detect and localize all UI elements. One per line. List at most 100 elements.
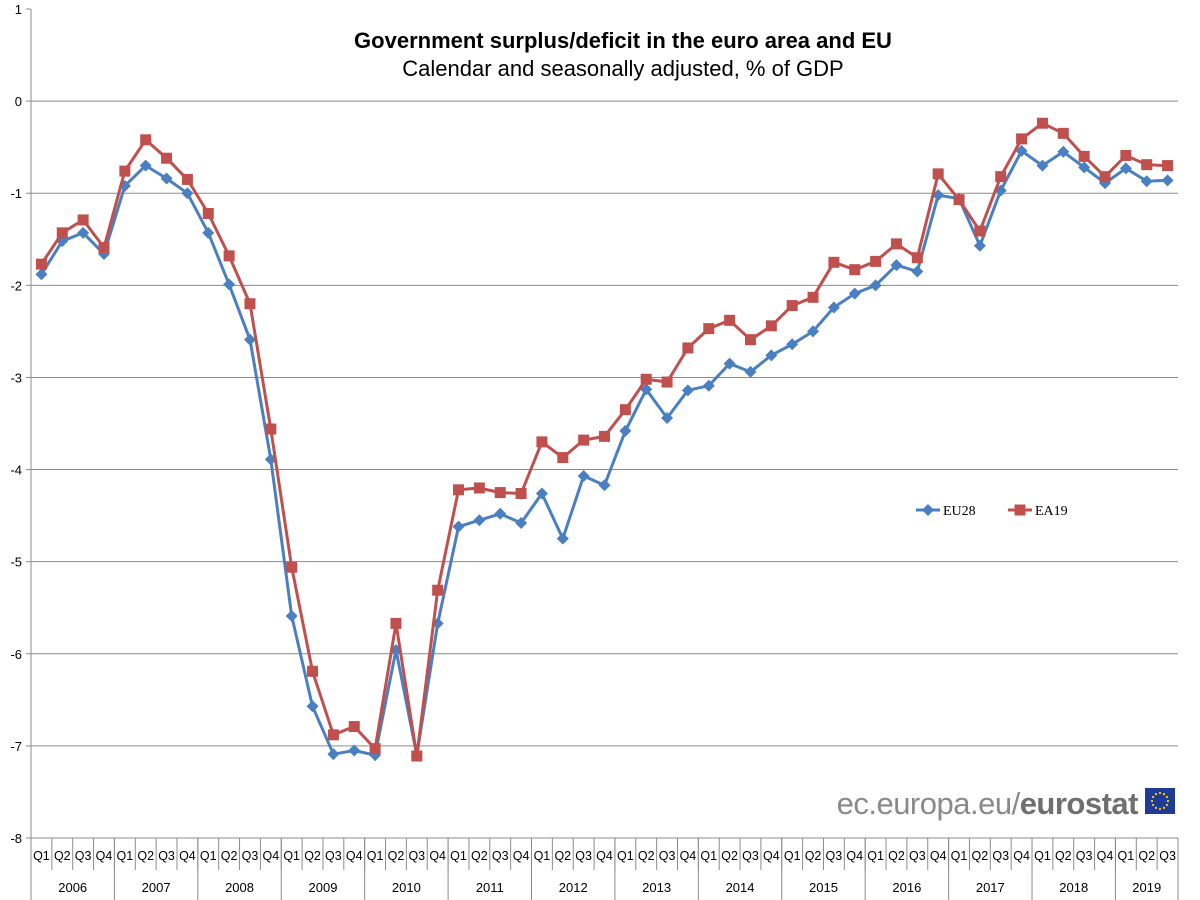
data-point-eu28 (202, 226, 215, 239)
data-point-eu28 (515, 516, 528, 529)
data-point-ea19 (974, 225, 986, 237)
data-point-eu28 (473, 514, 486, 527)
data-point-ea19 (578, 434, 590, 446)
series-line-eu28 (40, 149, 1168, 757)
data-point-ea19 (911, 252, 923, 264)
data-point-ea19 (1078, 150, 1090, 162)
x-tick-label: Q4 (596, 849, 613, 863)
data-point-ea19 (870, 255, 882, 267)
data-point-eu28 (1057, 145, 1070, 158)
data-point-ea19 (369, 743, 381, 755)
x-tick-label: Q3 (408, 849, 425, 863)
year-label: 2006 (58, 880, 87, 895)
year-label: 2011 (476, 880, 504, 895)
x-tick-label: Q2 (221, 849, 238, 863)
year-label: 2014 (726, 880, 755, 895)
x-tick-label: Q3 (575, 849, 592, 863)
data-point-ea19 (1016, 133, 1028, 145)
data-point-eu28 (1078, 161, 1091, 174)
x-tick-label: Q2 (1055, 849, 1072, 863)
year-label: 2008 (225, 880, 254, 895)
chart-title: Government surplus/deficit in the euro a… (354, 28, 892, 53)
data-point-ea19 (161, 152, 173, 164)
x-tick-label: Q3 (242, 849, 259, 863)
data-point-eu28 (807, 325, 820, 338)
x-tick-label: Q2 (554, 849, 571, 863)
data-point-ea19 (202, 207, 214, 219)
source-watermark: ec.europa.eu/eurostat (837, 786, 1139, 822)
data-point-ea19 (140, 134, 152, 146)
data-point-ea19 (390, 617, 402, 629)
data-point-eu28 (160, 172, 173, 185)
x-tick-label: Q1 (534, 849, 551, 863)
x-tick-label: Q4 (96, 849, 113, 863)
x-tick-label: Q4 (179, 849, 196, 863)
x-tick-label: Q3 (75, 849, 92, 863)
data-point-eu28 (556, 532, 569, 545)
x-tick-label: Q4 (1013, 849, 1030, 863)
data-point-ea19 (953, 194, 965, 206)
year-label: 2016 (892, 880, 921, 895)
data-point-ea19 (786, 300, 798, 312)
data-point-eu28 (911, 265, 924, 278)
data-point-ea19 (453, 484, 465, 496)
data-point-ea19 (473, 482, 485, 494)
x-tick-label: Q4 (1097, 849, 1114, 863)
year-label: 2017 (976, 880, 1005, 895)
data-point-eu28 (1140, 175, 1153, 188)
x-tick-label: Q3 (742, 849, 759, 863)
y-tick-label: -1 (10, 186, 22, 201)
data-point-ea19 (56, 227, 68, 239)
y-tick-label: -3 (10, 370, 22, 385)
data-point-eu28 (494, 507, 507, 520)
data-point-eu28 (452, 520, 465, 533)
year-label: 2012 (559, 880, 588, 895)
x-tick-label: Q2 (888, 849, 905, 863)
x-tick-label: Q4 (930, 849, 947, 863)
chart-subtitle: Calendar and seasonally adjusted, % of G… (402, 56, 844, 81)
x-tick-label: Q4 (513, 849, 530, 863)
data-point-eu28 (1119, 162, 1132, 175)
data-point-ea19 (1120, 149, 1132, 161)
data-point-ea19 (1141, 159, 1153, 171)
x-tick-label: Q1 (283, 849, 300, 863)
data-point-eu28 (765, 349, 778, 362)
data-point-ea19 (849, 264, 861, 276)
legend-label-eu28: EU28 (943, 504, 976, 519)
data-point-ea19 (661, 376, 673, 388)
data-point-ea19 (1057, 127, 1069, 139)
data-point-ea19 (1099, 171, 1111, 183)
data-point-ea19 (995, 171, 1007, 183)
data-point-eu28 (723, 357, 736, 370)
y-tick-label: 0 (15, 94, 22, 109)
x-tick-label: Q2 (471, 849, 488, 863)
watermark-brand: eurostat (1019, 786, 1139, 821)
x-tick-label: Q1 (1118, 849, 1135, 863)
x-tick-label: Q2 (137, 849, 154, 863)
data-point-ea19 (619, 404, 631, 416)
x-tick-label: Q3 (492, 849, 509, 863)
x-tick-label: Q1 (33, 849, 50, 863)
data-point-ea19 (432, 584, 444, 596)
data-point-eu28 (181, 187, 194, 200)
data-point-eu28 (223, 278, 236, 291)
data-point-ea19 (640, 373, 652, 385)
x-tick-label: Q3 (909, 849, 926, 863)
x-tick-label: Q2 (972, 849, 989, 863)
data-point-eu28 (661, 411, 674, 424)
data-point-ea19 (494, 487, 506, 499)
data-point-eu28 (702, 379, 715, 392)
x-tick-label: Q1 (1034, 849, 1051, 863)
x-tick-label: Q2 (721, 849, 738, 863)
data-point-eu28 (77, 226, 90, 239)
y-tick-label: -2 (10, 278, 22, 293)
y-tick-label: -6 (10, 647, 22, 662)
data-point-eu28 (306, 700, 319, 713)
data-point-ea19 (724, 314, 736, 326)
data-point-ea19 (265, 423, 277, 435)
data-point-ea19 (890, 238, 902, 250)
data-point-eu28 (848, 287, 861, 300)
x-tick-label: Q2 (54, 849, 71, 863)
data-point-ea19 (77, 214, 89, 226)
